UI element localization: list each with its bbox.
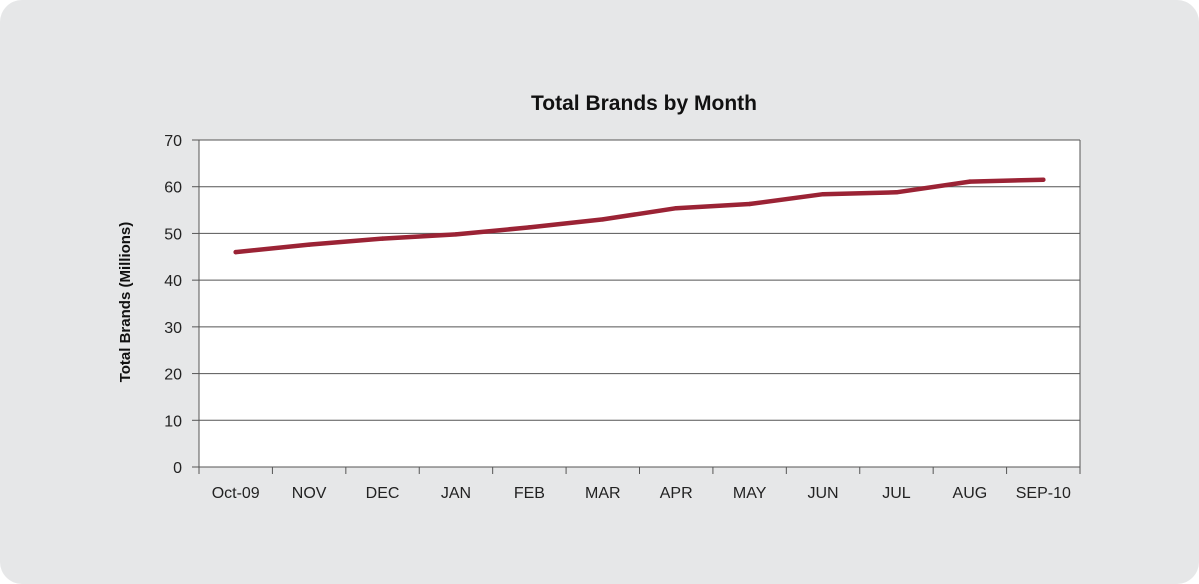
plot-area (199, 140, 1080, 467)
chart-title: Total Brands by Month (531, 92, 757, 115)
x-tick-label: APR (660, 485, 693, 502)
x-tick-label: SEP-10 (1016, 485, 1071, 502)
y-tick-label: 70 (164, 133, 182, 150)
data-point (233, 249, 238, 255)
data-point (306, 242, 312, 247)
y-tick-label: 0 (173, 460, 182, 477)
data-point (1041, 177, 1046, 182)
data-point (527, 225, 532, 230)
y-tick-label: 50 (164, 226, 182, 243)
data-point (453, 232, 459, 237)
x-tick-label: Oct-09 (212, 485, 260, 502)
y-tick-label: 10 (164, 413, 182, 430)
x-tick-label: DEC (366, 485, 400, 502)
x-tick-label: JUL (882, 485, 911, 502)
y-axis-label: Total Brands (Millions) (117, 222, 134, 383)
y-tick-label: 40 (164, 273, 182, 290)
x-tick-label: MAY (733, 485, 767, 502)
data-point (894, 190, 899, 195)
data-point (600, 217, 605, 222)
x-tick-label: NOV (292, 485, 327, 502)
x-tick-label: AUG (953, 485, 988, 502)
y-tick-label: 60 (164, 180, 182, 197)
data-point (967, 179, 973, 184)
data-point (674, 206, 679, 211)
data-point (747, 201, 752, 207)
x-tick-label: FEB (514, 485, 545, 502)
y-tick-label: 20 (164, 367, 182, 384)
y-tick-label: 30 (164, 320, 182, 337)
x-tick-label: JUN (807, 485, 838, 502)
x-tick-label: JAN (441, 485, 471, 502)
series-line (233, 177, 1046, 255)
data-point (380, 236, 385, 241)
data-point (820, 191, 826, 197)
x-tick-label: MAR (585, 485, 621, 502)
